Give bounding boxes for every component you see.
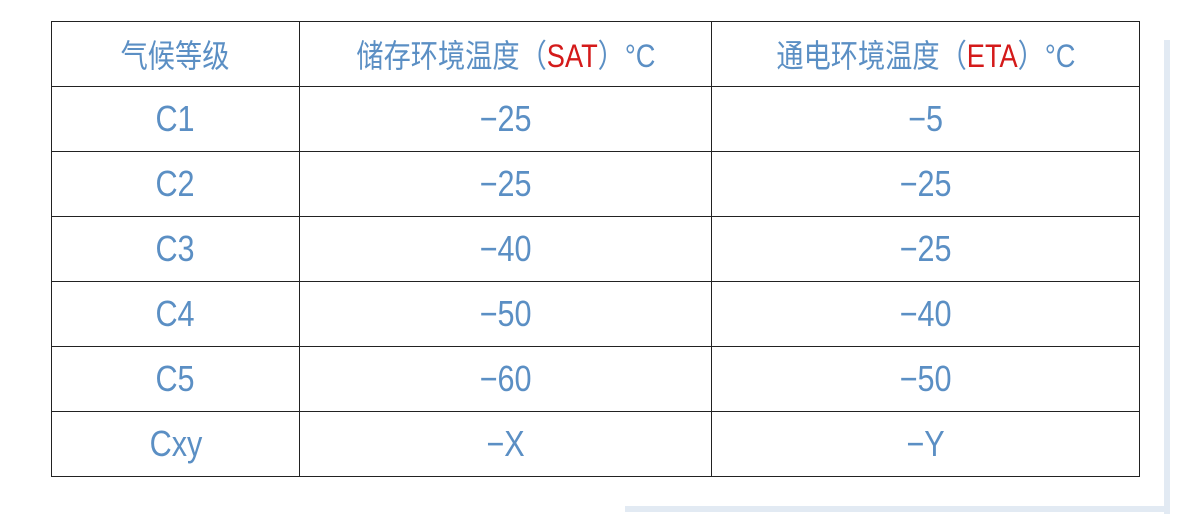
- cell-value: C1: [155, 98, 196, 139]
- cell-value: −25: [479, 163, 532, 204]
- table-row: C4 −50 −40: [51, 281, 1140, 347]
- header-text: 通电环境温度（: [775, 38, 967, 74]
- decorative-border-right: [1164, 40, 1170, 514]
- table-row: C1 −25 −5: [51, 86, 1140, 152]
- header-text: 储存环境温度（: [355, 38, 547, 74]
- cell-value: −25: [479, 98, 532, 139]
- cell-value: −5: [908, 98, 943, 139]
- cell-value: −50: [899, 358, 952, 399]
- cell-operating-temp: −5: [711, 86, 1140, 152]
- cell-operating-temp: −40: [711, 281, 1140, 347]
- cell-value: C4: [155, 293, 196, 334]
- cell-storage-temp: −25: [299, 86, 712, 152]
- climate-class-temperature-table: 气候等级 储存环境温度（SAT）°C 通电环境温度（ETA）°C C1 −25 −5…: [51, 21, 1140, 477]
- cell-storage-temp: −40: [299, 216, 712, 282]
- cell-climate-class: C5: [51, 346, 300, 412]
- cell-value: −Y: [906, 423, 945, 464]
- cell-operating-temp: −50: [711, 346, 1140, 412]
- cell-value: −25: [899, 228, 952, 269]
- cell-climate-class: C4: [51, 281, 300, 347]
- table-row: C5 −60 −50: [51, 346, 1140, 412]
- header-unit: ）°C: [597, 38, 656, 74]
- cell-value: C5: [155, 358, 196, 399]
- table-header-row: 气候等级 储存环境温度（SAT）°C 通电环境温度（ETA）°C: [51, 21, 1140, 87]
- cell-storage-temp: −X: [299, 411, 712, 477]
- cell-storage-temp: −50: [299, 281, 712, 347]
- cell-value: C2: [155, 163, 196, 204]
- table-row: C3 −40 −25: [51, 216, 1140, 282]
- header-code-sat: SAT: [546, 38, 598, 74]
- cell-climate-class: C2: [51, 151, 300, 217]
- header-storage-temp: 储存环境温度（SAT）°C: [299, 21, 712, 87]
- cell-storage-temp: −60: [299, 346, 712, 412]
- header-unit: ）°C: [1017, 38, 1076, 74]
- cell-climate-class: C1: [51, 86, 300, 152]
- cell-storage-temp: −25: [299, 151, 712, 217]
- cell-value: −50: [479, 293, 532, 334]
- header-text: 气候等级: [121, 38, 230, 74]
- cell-value: Cxy: [149, 423, 202, 464]
- table-row: C2 −25 −25: [51, 151, 1140, 217]
- cell-climate-class: Cxy: [51, 411, 300, 477]
- cell-operating-temp: −Y: [711, 411, 1140, 477]
- header-code-eta: ETA: [966, 38, 1018, 74]
- cell-climate-class: C3: [51, 216, 300, 282]
- cell-value: C3: [155, 228, 196, 269]
- cell-value: −40: [899, 293, 952, 334]
- decorative-border-bottom: [625, 506, 1170, 512]
- cell-operating-temp: −25: [711, 151, 1140, 217]
- cell-value: −60: [479, 358, 532, 399]
- cell-operating-temp: −25: [711, 216, 1140, 282]
- header-climate-class: 气候等级: [51, 21, 300, 87]
- table-row: Cxy −X −Y: [51, 411, 1140, 477]
- cell-value: −25: [899, 163, 952, 204]
- header-operating-temp: 通电环境温度（ETA）°C: [711, 21, 1140, 87]
- cell-value: −X: [486, 423, 525, 464]
- cell-value: −40: [479, 228, 532, 269]
